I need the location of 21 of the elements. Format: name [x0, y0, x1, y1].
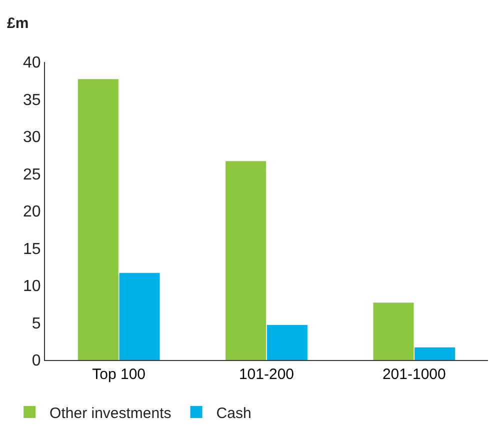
bar [373, 302, 414, 360]
y-tick-label: 40 [23, 54, 41, 72]
bar [78, 79, 118, 360]
y-tick-label: 20 [23, 204, 41, 221]
bar [414, 347, 456, 360]
y-tick-label: 30 [23, 129, 41, 146]
y-tick-label: 5 [32, 315, 41, 332]
y-tick-label: 0 [32, 352, 41, 370]
x-tick-label: 101-200 [238, 366, 294, 383]
y-axis-title: £m [7, 15, 29, 32]
y-tick-label: 25 [23, 166, 41, 184]
y-tick-label: 35 [23, 92, 41, 109]
y-tick-label: 10 [23, 278, 41, 296]
x-tick-label: 201-1000 [382, 366, 446, 383]
bar [119, 272, 160, 360]
bar [226, 161, 266, 360]
x-tick-label: Top 100 [92, 366, 146, 383]
bar [266, 324, 308, 360]
legend-label: Other investments [50, 404, 172, 422]
y-tick-label: 15 [23, 240, 41, 258]
legend-label: Cash [216, 404, 252, 422]
